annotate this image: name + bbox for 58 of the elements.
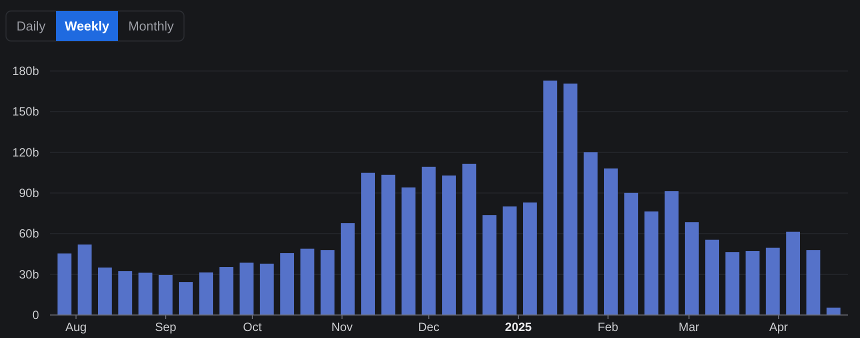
- x-tick-label: 2025: [505, 320, 532, 334]
- x-tick-label: Nov: [331, 320, 353, 334]
- bar: [664, 191, 679, 315]
- bar: [746, 251, 760, 315]
- bar: [604, 168, 618, 315]
- bar: [402, 187, 416, 315]
- x-tick-label: Feb: [598, 320, 619, 334]
- bar: [502, 206, 517, 315]
- bar: [219, 267, 234, 315]
- x-tick-label: Dec: [418, 320, 440, 334]
- text: Daily: [16, 18, 46, 34]
- bar: [138, 272, 152, 315]
- bar: [563, 84, 578, 315]
- bar: [340, 223, 355, 315]
- bar: [786, 232, 800, 315]
- x-tick-label: Aug: [65, 320, 87, 334]
- bar: [381, 174, 396, 315]
- bar: [260, 264, 274, 315]
- bar: [300, 248, 314, 315]
- bar: [118, 271, 132, 315]
- bar: [98, 268, 112, 315]
- bar: [178, 282, 193, 315]
- x-tick-label: Oct: [243, 320, 262, 334]
- bar: [543, 80, 558, 315]
- text: Monthly: [128, 18, 174, 34]
- bar: [523, 202, 537, 315]
- bar: [422, 166, 436, 315]
- y-tick-label: 30b: [18, 267, 40, 282]
- y-tick-label: 180b: [12, 64, 40, 78]
- bar: [280, 253, 294, 315]
- bar: [199, 272, 214, 315]
- bar: [705, 240, 720, 315]
- y-tick-label: 60b: [18, 226, 40, 241]
- y-tick-label: 90b: [18, 186, 40, 200]
- bar: [644, 211, 658, 315]
- bar: [158, 275, 173, 315]
- x-tick-label: Sep: [154, 320, 177, 334]
- y-tick-label: 150b: [12, 104, 40, 119]
- y-tick-label: 120b: [12, 145, 40, 160]
- x-tick-label: Mar: [678, 320, 700, 334]
- bar: [826, 308, 840, 315]
- bar: [482, 215, 496, 315]
- y-tick-label: 0: [32, 308, 40, 322]
- bar: [58, 253, 72, 315]
- bar: [442, 176, 456, 315]
- bar: [320, 250, 335, 315]
- bar: [240, 262, 254, 315]
- bar: [78, 244, 92, 315]
- bar: [684, 222, 699, 315]
- bar: [624, 192, 638, 315]
- bar: [584, 152, 598, 315]
- bar: [806, 250, 820, 315]
- bar: [725, 252, 740, 315]
- x-tick-label: Apr: [769, 320, 788, 334]
- bar: [462, 164, 476, 315]
- text: Weekly: [64, 18, 110, 34]
- bar: [361, 172, 375, 315]
- bar: [766, 248, 780, 315]
